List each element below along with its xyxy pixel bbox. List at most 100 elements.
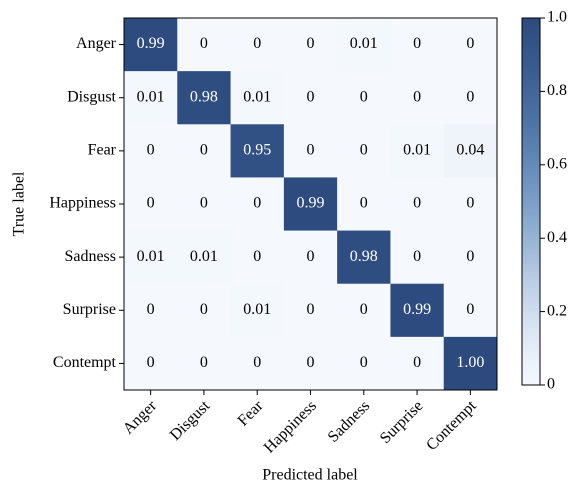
y-axis-label: True label [11, 171, 28, 236]
cell-label: 0 [466, 248, 474, 265]
heatmap-cell [177, 18, 232, 72]
heatmap-cell [124, 71, 178, 125]
heatmap-cell [283, 230, 338, 285]
heatmap-cell [124, 230, 178, 285]
cell-label: 0 [200, 142, 208, 159]
cell-label: 0 [200, 354, 208, 371]
y-tick-label: Disgust [67, 88, 116, 105]
cell-label: 0 [307, 248, 315, 265]
heatmap-cell [283, 283, 338, 338]
heatmap-cell [390, 18, 445, 72]
cell-label: 0.01 [137, 88, 165, 105]
heatmap-cell [177, 230, 232, 285]
x-axis-label: Predicted label [262, 467, 358, 484]
y-tick-label: Fear [88, 142, 117, 159]
cell-label: 0 [253, 248, 261, 265]
heatmap-cell [390, 124, 445, 178]
cell-label: 0 [466, 195, 474, 212]
cell-label: 0 [147, 301, 155, 318]
heatmap-cell [177, 177, 232, 232]
cell-label: 0.01 [243, 88, 271, 105]
heatmap-cell [443, 336, 498, 391]
heatmap-cell [283, 177, 338, 232]
heatmap-cell [177, 336, 232, 391]
cell-label: 0.01 [190, 248, 218, 265]
cell-label: 0.98 [350, 248, 378, 265]
heatmap-cell [177, 71, 232, 125]
heatmap-cell [443, 18, 498, 72]
x-tick-label: Fear [235, 397, 268, 430]
heatmap-cell [124, 283, 178, 338]
heatmap-cell [283, 18, 338, 72]
cell-label: 0.01 [403, 142, 431, 159]
cell-label: 0 [413, 35, 421, 52]
colorbar-tick-label: 0.4 [547, 229, 567, 246]
cell-label: 0 [147, 354, 155, 371]
heatmap-cell [230, 230, 285, 285]
heatmap-cell [390, 177, 445, 232]
heatmap-cell [177, 124, 232, 178]
cell-label: 0.01 [137, 248, 165, 265]
cell-label: 0 [360, 301, 368, 318]
heatmap-cell [177, 283, 232, 338]
y-tick-label: Happiness [49, 195, 116, 212]
colorbar-tick-label: 0.8 [547, 82, 567, 99]
heatmap-cell [283, 71, 338, 125]
colorbar-tick-label: 0.2 [547, 302, 567, 319]
cell-label: 0 [413, 195, 421, 212]
heatmap-cell [230, 283, 285, 338]
cell-label: 0.99 [403, 301, 431, 318]
x-tick-label: Contempt [423, 397, 480, 454]
colorbar-tick-label: 1.0 [547, 9, 567, 26]
heatmap-cell [230, 124, 285, 178]
cell-label: 0 [253, 354, 261, 371]
heatmap-cell [337, 124, 391, 178]
y-tick-label: Contempt [53, 354, 117, 371]
cell-label: 0 [466, 301, 474, 318]
cell-label: 0 [200, 35, 208, 52]
heatmap-cell [443, 124, 498, 178]
heatmap-cell [230, 336, 285, 391]
heatmap-cell [443, 177, 498, 232]
cell-label: 0 [307, 354, 315, 371]
cell-label: 0 [413, 248, 421, 265]
heatmap-cell [443, 283, 498, 338]
heatmap-cell [230, 177, 285, 232]
cell-label: 0.99 [297, 195, 325, 212]
cell-label: 1.00 [456, 354, 484, 371]
heatmap-cell [283, 124, 338, 178]
cell-label: 0 [307, 88, 315, 105]
heatmap-cell [443, 71, 498, 125]
cell-label: 0 [147, 142, 155, 159]
cell-label: 0.01 [243, 301, 271, 318]
heatmap-cell [283, 336, 338, 391]
cell-label: 0 [253, 195, 261, 212]
heatmap-cell [390, 230, 445, 285]
x-tick-label: Disgust [167, 397, 214, 444]
cell-label: 0 [147, 195, 155, 212]
heatmap-cell [390, 283, 445, 338]
cell-label: 0 [360, 88, 368, 105]
cell-label: 0 [466, 88, 474, 105]
heatmap-cell [390, 336, 445, 391]
colorbar-tick-label: 0 [547, 376, 555, 393]
y-tick-label: Surprise [63, 301, 116, 318]
cell-label: 0 [307, 142, 315, 159]
heatmap-cell [230, 18, 285, 72]
cell-label: 0 [413, 88, 421, 105]
cell-label: 0.01 [350, 35, 378, 52]
x-tick-label: Surprise [377, 397, 427, 447]
cell-label: 0 [307, 301, 315, 318]
cell-label: 0 [466, 35, 474, 52]
heatmap-cell [124, 336, 178, 391]
cell-label: 0 [200, 195, 208, 212]
colorbar [521, 17, 541, 386]
heatmap-cell [337, 71, 391, 125]
heatmap-cell [337, 283, 391, 338]
cell-label: 0.99 [137, 35, 165, 52]
heatmap-cell [124, 124, 178, 178]
heatmap-cell [337, 177, 391, 232]
cell-label: 0 [360, 354, 368, 371]
cell-label: 0.98 [190, 88, 218, 105]
